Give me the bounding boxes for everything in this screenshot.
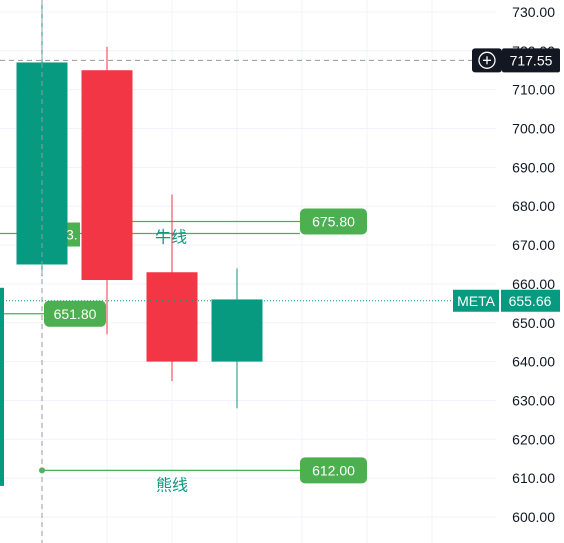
price-tick-label: 730.00 (512, 4, 555, 20)
level-651-price-label-bg[interactable] (44, 300, 106, 327)
price-tick-label: 610.00 (512, 470, 555, 486)
bull-line-partial-label-bg (66, 222, 80, 247)
candle-body[interactable] (146, 272, 198, 362)
grid-layer (0, 0, 496, 543)
price-tick-label: 650.00 (512, 315, 555, 331)
candle-body[interactable] (211, 299, 263, 362)
symbol-tag: META (457, 293, 496, 309)
price-axis: 600.00 610.00 620.00 630.00 640.00 650.00 660.… (512, 4, 555, 525)
price-tick-label: 690.00 (512, 159, 555, 175)
bull-line-name: 牛线 (155, 228, 187, 247)
price-tags: 717.55 META 655.66 (453, 48, 560, 312)
price-tick-label: 600.00 (512, 509, 555, 525)
bear-line-name: 熊线 (156, 475, 188, 494)
bull-line-partial-label: 3. (66, 227, 78, 243)
symbol-tag-bg (453, 289, 499, 312)
plus-circle-icon[interactable] (478, 51, 496, 69)
crosshair-layer (0, 0, 496, 543)
price-tick-label: 680.00 (512, 198, 555, 214)
price-tick-label: 620.00 (512, 431, 555, 447)
bull-line-price-label-bg[interactable] (300, 208, 367, 235)
partial-candle-body (0, 287, 4, 486)
candles-layer (0, 0, 263, 486)
bull-line-price-label: 675.80 (312, 214, 355, 230)
crosshair-price-tag-bg (502, 48, 560, 73)
candle-body[interactable] (81, 70, 133, 281)
price-tick-label: 710.00 (512, 82, 555, 98)
price-tick-label: 640.00 (512, 354, 555, 370)
price-tick-label: 670.00 (512, 237, 555, 253)
level-651-price-label: 651.80 (54, 306, 97, 322)
bear-line-price-label-bg[interactable] (300, 457, 367, 484)
price-tick-label: 630.00 (512, 392, 555, 408)
price-tick-label: 700.00 (512, 121, 555, 137)
crosshair-price-tag: 717.55 (510, 52, 553, 68)
last-price-tag: 655.66 (509, 293, 552, 309)
last-price-tag-bg (501, 289, 560, 312)
bear-line-price-label: 612.00 (312, 462, 355, 478)
price-tick-label: 660.00 (512, 276, 555, 292)
